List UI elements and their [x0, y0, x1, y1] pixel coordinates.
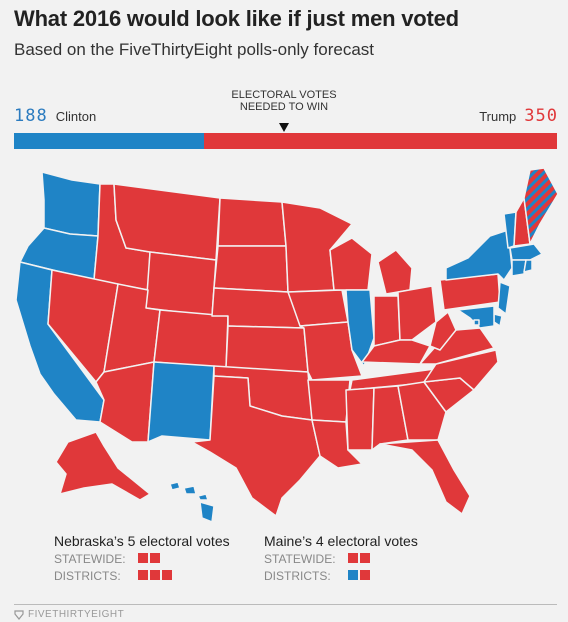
state-de	[493, 313, 503, 327]
trump-vote-square	[162, 570, 172, 580]
state-wv	[429, 311, 457, 351]
state-ct	[511, 259, 527, 277]
nebraska-legend: Nebraska’s 5 electoral votes STATEWIDE: …	[54, 533, 230, 583]
footer-brand: FIVETHIRTYEIGHT	[28, 609, 125, 620]
state-mt	[113, 183, 221, 261]
state-ms	[345, 387, 375, 451]
trump-vote-square	[360, 553, 370, 563]
maine-statewide-label: STATEWIDE:	[264, 552, 336, 566]
us-electoral-map	[15, 167, 559, 523]
state-hi-3	[197, 493, 209, 501]
maine-districts-row: DISTRICTS:	[264, 569, 418, 583]
nebraska-districts-label: DISTRICTS:	[54, 569, 121, 583]
maine-statewide-squares	[348, 552, 372, 566]
state-nc	[423, 349, 499, 391]
electoral-votes-needed-label: ELECTORAL VOTES NEEDED TO WIN	[231, 89, 337, 113]
maine-legend: Maine’s 4 electoral votes STATEWIDE: DIS…	[264, 533, 418, 583]
state-me	[523, 167, 559, 245]
state-hi-2	[183, 485, 197, 495]
clinton-total: 188 Clinton	[14, 106, 96, 126]
state-md	[457, 305, 495, 329]
nebraska-legend-title: Nebraska’s 5 electoral votes	[54, 533, 230, 549]
maine-legend-title: Maine’s 4 electoral votes	[264, 533, 418, 549]
state-dc	[473, 319, 480, 326]
trump-vote-square	[150, 553, 160, 563]
clinton-vote-square	[348, 570, 358, 580]
state-nd	[217, 197, 287, 247]
nebraska-statewide-label: STATEWIDE:	[54, 552, 126, 566]
page-subtitle: Based on the FiveThirtyEight polls-only …	[14, 40, 375, 59]
clinton-name: Clinton	[55, 109, 97, 124]
state-fl	[379, 439, 471, 515]
maine-districts-squares	[348, 569, 372, 583]
state-ak	[55, 431, 151, 501]
state-hi-4	[199, 501, 215, 523]
state-ar	[307, 379, 351, 423]
state-ny	[445, 229, 513, 281]
maine-statewide-row: STATEWIDE:	[264, 552, 418, 566]
state-oh	[397, 285, 437, 341]
clinton-bar-segment	[14, 133, 204, 149]
electoral-vote-bar	[14, 133, 557, 149]
state-mi	[377, 249, 413, 295]
trump-vote-square	[150, 570, 160, 580]
state-sd	[213, 245, 289, 293]
trump-vote-square	[360, 570, 370, 580]
state-ri	[523, 259, 533, 273]
state-wa	[41, 171, 101, 237]
state-hi-1	[169, 481, 181, 491]
trump-votes: 350	[524, 106, 558, 126]
state-nm	[147, 361, 215, 443]
trump-vote-square	[138, 553, 148, 563]
state-ks	[225, 325, 309, 373]
nebraska-districts-row: DISTRICTS:	[54, 569, 230, 583]
state-az	[95, 361, 155, 443]
nebraska-statewide-row: STATEWIDE:	[54, 552, 230, 566]
nebraska-districts-squares	[138, 569, 174, 583]
fivethirtyeight-logo-icon	[14, 609, 24, 620]
state-nj	[497, 281, 511, 315]
trump-name: Trump	[479, 109, 517, 124]
trump-total: Trump 350	[479, 106, 558, 126]
state-la	[311, 419, 363, 469]
nebraska-statewide-squares	[138, 552, 162, 566]
trump-vote-square	[138, 570, 148, 580]
trump-vote-square	[348, 553, 358, 563]
win-threshold-marker	[279, 123, 289, 132]
footer: FIVETHIRTYEIGHT	[14, 609, 124, 620]
state-in	[373, 295, 401, 347]
state-il	[345, 289, 375, 367]
state-co	[153, 309, 229, 369]
state-al	[371, 385, 409, 451]
maine-districts-label: DISTRICTS:	[264, 569, 331, 583]
footer-divider	[14, 604, 557, 605]
trump-bar-segment	[203, 133, 557, 149]
state-wi	[329, 237, 373, 291]
state-tx	[191, 375, 321, 517]
clinton-votes: 188	[14, 106, 48, 126]
page-title: What 2016 would look like if just men vo…	[14, 6, 459, 31]
state-wy	[145, 251, 217, 317]
